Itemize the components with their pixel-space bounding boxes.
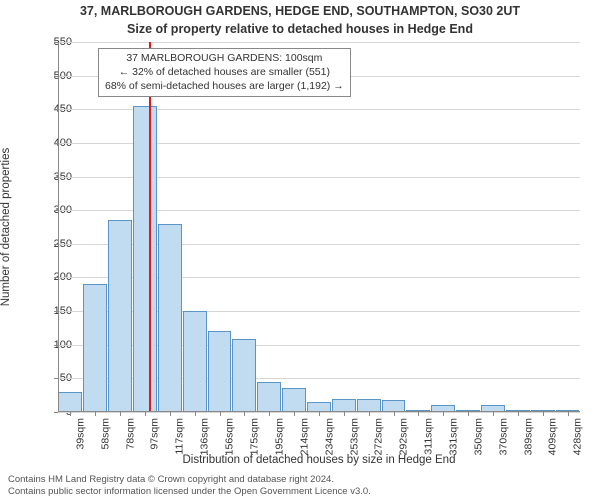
xtick-label: 97sqm <box>149 418 161 450</box>
y-axis-label: Number of detached properties <box>0 42 16 412</box>
xtick-label: 58sqm <box>99 418 111 450</box>
xtick-mark <box>244 412 245 416</box>
xtick-mark <box>120 412 121 416</box>
xtick-label: 136sqm <box>199 418 211 455</box>
xtick-label: 39sqm <box>74 418 86 450</box>
xtick-label: 311sqm <box>422 418 434 455</box>
annotation-box: 37 MARLBOROUGH GARDENS: 100sqm ← 32% of … <box>98 48 351 97</box>
xtick-label: 214sqm <box>298 418 310 455</box>
property-size-histogram: 37, MARLBOROUGH GARDENS, HEDGE END, SOUT… <box>0 0 600 500</box>
xtick-mark <box>568 412 569 416</box>
footer-line-2: Contains public sector information licen… <box>8 486 592 498</box>
xtick-label: 78sqm <box>124 418 136 450</box>
xtick-mark <box>468 412 469 416</box>
xtick-label: 272sqm <box>373 418 385 455</box>
xtick-label: 331sqm <box>447 418 459 455</box>
annotation-line-1: 37 MARLBOROUGH GARDENS: 100sqm <box>105 51 344 65</box>
xtick-label: 175sqm <box>248 418 260 455</box>
xtick-mark <box>269 412 270 416</box>
xtick-mark <box>95 412 96 416</box>
xtick-mark <box>443 412 444 416</box>
xtick-label: 389sqm <box>522 418 534 455</box>
xtick-label: 409sqm <box>547 418 559 455</box>
xtick-label: 234sqm <box>323 418 335 455</box>
axes-border <box>58 42 580 412</box>
xtick-label: 253sqm <box>348 418 360 455</box>
xtick-mark <box>195 412 196 416</box>
xtick-mark <box>394 412 395 416</box>
xtick-label: 117sqm <box>174 418 186 455</box>
xtick-mark <box>418 412 419 416</box>
footer-attribution: Contains HM Land Registry data © Crown c… <box>8 474 592 498</box>
xtick-mark <box>344 412 345 416</box>
xtick-label: 156sqm <box>224 418 236 455</box>
annotation-line-3: 68% of semi-detached houses are larger (… <box>105 79 344 93</box>
xtick-mark <box>543 412 544 416</box>
chart-title-sub: Size of property relative to detached ho… <box>0 22 600 36</box>
annotation-line-2: ← 32% of detached houses are smaller (55… <box>105 65 344 79</box>
xtick-mark <box>493 412 494 416</box>
xtick-label: 350sqm <box>472 418 484 455</box>
chart-title-main: 37, MARLBOROUGH GARDENS, HEDGE END, SOUT… <box>0 4 600 18</box>
plot-area <box>58 42 580 412</box>
xtick-mark <box>70 412 71 416</box>
xtick-mark <box>145 412 146 416</box>
xtick-mark <box>518 412 519 416</box>
xtick-label: 292sqm <box>398 418 410 455</box>
xtick-label: 195sqm <box>273 418 285 455</box>
x-axis-label: Distribution of detached houses by size … <box>58 454 580 466</box>
xtick-mark <box>170 412 171 416</box>
xtick-mark <box>369 412 370 416</box>
xtick-mark <box>319 412 320 416</box>
xtick-mark <box>220 412 221 416</box>
xtick-mark <box>294 412 295 416</box>
xtick-label: 428sqm <box>572 418 584 455</box>
xtick-label: 370sqm <box>497 418 509 455</box>
footer-line-1: Contains HM Land Registry data © Crown c… <box>8 474 592 486</box>
